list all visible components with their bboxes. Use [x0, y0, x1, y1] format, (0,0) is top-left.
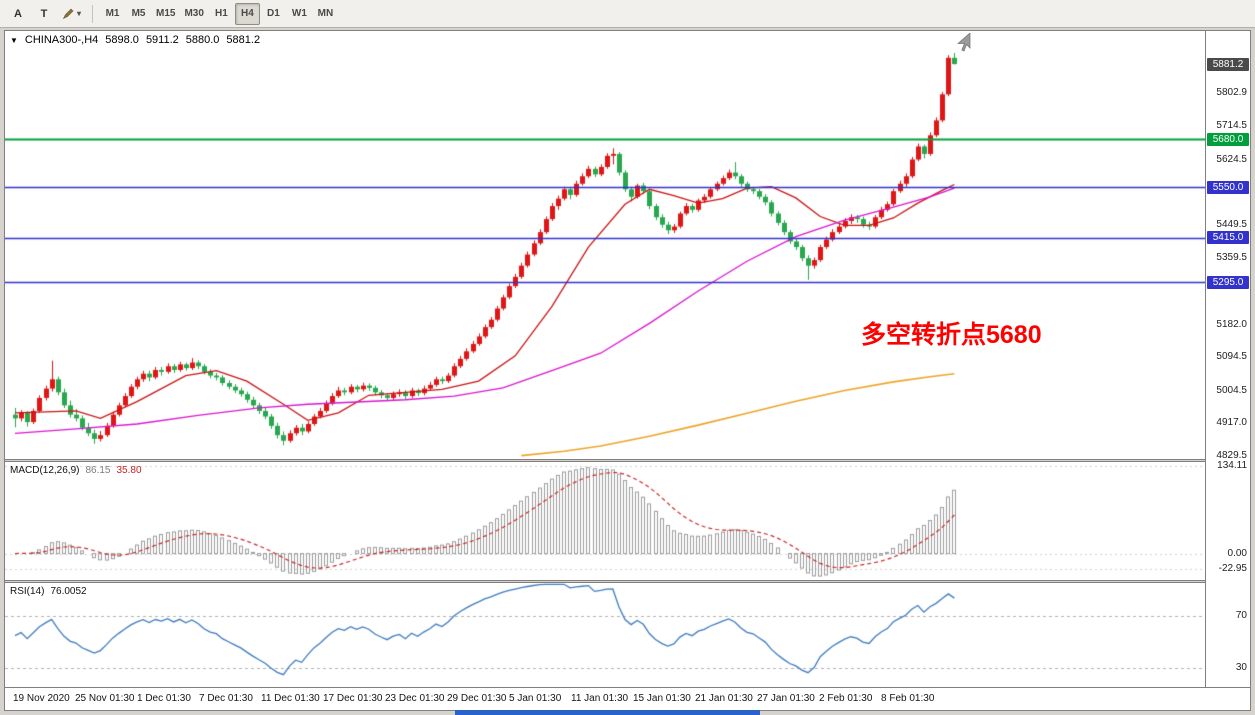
- collapse-triangle-icon[interactable]: ▼: [10, 35, 18, 45]
- level-price-badge: 5550.0: [1207, 180, 1249, 194]
- macd-axis-tick: -22.95: [1218, 562, 1247, 574]
- ohlc-high-value: 5911.2: [145, 34, 179, 46]
- ohlc-close-value: 5881.2: [226, 34, 261, 46]
- pane-separator[interactable]: [5, 459, 1250, 462]
- timeframe-button-m15[interactable]: M15: [152, 3, 179, 25]
- macd-axis-tick: 0.00: [1227, 547, 1247, 559]
- text-tool-button[interactable]: T: [32, 3, 56, 25]
- rsi-label: RSI(14) 76.0052: [10, 586, 87, 597]
- price-axis-tick: 5449.5: [1216, 218, 1247, 230]
- chevron-down-icon: ▾: [77, 9, 82, 18]
- timeframe-button-h1[interactable]: H1: [209, 3, 234, 25]
- mouse-cursor: [957, 33, 971, 52]
- level-price-badge: 5295.0: [1207, 275, 1249, 289]
- level-price-badge: 5415.0: [1207, 231, 1249, 245]
- macd-canvas[interactable]: [5, 462, 1205, 580]
- price-axis-tick: 5624.5: [1216, 153, 1247, 165]
- price-axis-tick: 5182.0: [1216, 318, 1247, 330]
- macd-label: MACD(12,26,9) 86.15 35.80: [10, 465, 142, 476]
- time-axis-label: 27 Jan 01:30: [757, 693, 815, 704]
- level-price-badge: 5680.0: [1207, 132, 1249, 146]
- price-axis[interactable]: 5802.9 5714.5 5624.5 5449.5 5359.5 5182.0 5094…: [1205, 31, 1250, 687]
- pencil-icon: [62, 8, 74, 20]
- timeframe-button-m30[interactable]: M30: [180, 3, 207, 25]
- time-axis-label: 7 Dec 01:30: [199, 693, 253, 704]
- time-axis-label: 5 Jan 01:30: [509, 693, 562, 704]
- chart-header: ▼ CHINA300-,H4 5898.0 5911.2 5880.0 5881…: [10, 34, 260, 46]
- rsi-value: 76.0052: [50, 586, 87, 597]
- price-axis-tick: 5714.5: [1216, 120, 1247, 132]
- toolbar-separator: [92, 4, 94, 23]
- time-axis-label: 2 Feb 01:30: [819, 693, 873, 704]
- rsi-axis-tick: 70: [1235, 609, 1247, 621]
- time-axis-label: 17 Dec 01:30: [323, 693, 383, 704]
- time-axis-label: 1 Dec 01:30: [137, 693, 191, 704]
- taskbar-fragment: [455, 710, 760, 715]
- rsi-name: RSI(14): [10, 586, 45, 597]
- ohlc-low-value: 5880.0: [185, 34, 220, 46]
- time-axis-label: 15 Jan 01:30: [633, 693, 691, 704]
- timeframe-button-m5[interactable]: M5: [126, 3, 151, 25]
- macd-axis-tick: 134.11: [1217, 459, 1247, 471]
- time-axis-label: 23 Dec 01:30: [385, 693, 445, 704]
- timeframe-button-m1[interactable]: M1: [100, 3, 125, 25]
- time-axis-label: 21 Jan 01:30: [695, 693, 753, 704]
- price-chart-pane: ▼ CHINA300-,H4 5898.0 5911.2 5880.0 5881…: [5, 31, 1205, 459]
- chart-annotation-text: 多空转折点5680: [861, 321, 1042, 349]
- rsi-canvas[interactable]: [5, 583, 1205, 687]
- macd-name: MACD(12,26,9): [10, 465, 80, 476]
- price-axis-tick: 4917.0: [1216, 417, 1247, 429]
- time-axis-label: 11 Jan 01:30: [571, 693, 629, 704]
- timeframe-button-w1[interactable]: W1: [287, 3, 312, 25]
- macd-value: 86.15: [85, 465, 111, 476]
- toolbar: A T ▾ M1 M5 M15 M30 H1 H4 D1 W1 MN: [0, 0, 1255, 28]
- draw-tool-dropdown-button[interactable]: ▾: [58, 3, 85, 25]
- current-price-badge: 5881.2: [1207, 57, 1249, 71]
- time-axis[interactable]: 19 Nov 2020 25 Nov 01:30 1 Dec 01:30 7 Dec …: [5, 687, 1250, 710]
- time-axis-label: 19 Nov 2020: [13, 693, 70, 704]
- price-axis-tick: 5359.5: [1216, 252, 1247, 264]
- timeframe-buttons-group: M1 M5 M15 M30 H1 H4 D1 W1 MN: [100, 2, 338, 25]
- candlestick-chart-canvas[interactable]: [5, 31, 1205, 459]
- chart-window: ▼ CHINA300-,H4 5898.0 5911.2 5880.0 5881…: [4, 30, 1251, 711]
- macd-pane: MACD(12,26,9) 86.15 35.80: [5, 462, 1205, 580]
- price-axis-tick: 5004.5: [1216, 384, 1247, 396]
- timeframe-button-d1[interactable]: D1: [261, 3, 286, 25]
- pane-separator[interactable]: [5, 580, 1250, 583]
- label-tool-button[interactable]: A: [6, 3, 30, 25]
- time-axis-label: 11 Dec 01:30: [261, 693, 320, 704]
- price-axis-tick: 5802.9: [1216, 87, 1247, 99]
- macd-signal-value: 35.80: [116, 465, 142, 476]
- time-axis-label: 29 Dec 01:30: [447, 693, 507, 704]
- rsi-pane: RSI(14) 76.0052: [5, 583, 1205, 687]
- rsi-axis-tick: 30: [1235, 661, 1247, 673]
- timeframe-button-mn[interactable]: MN: [313, 3, 338, 25]
- timeframe-button-h4[interactable]: H4: [234, 2, 260, 25]
- symbol-period-label: CHINA300-,H4: [24, 34, 99, 46]
- price-axis-tick: 4829.5: [1216, 449, 1247, 461]
- ohlc-open-value: 5898.0: [105, 34, 139, 46]
- time-axis-label: 25 Nov 01:30: [75, 693, 135, 704]
- price-axis-tick: 5094.5: [1216, 351, 1247, 363]
- time-axis-label: 8 Feb 01:30: [881, 693, 935, 704]
